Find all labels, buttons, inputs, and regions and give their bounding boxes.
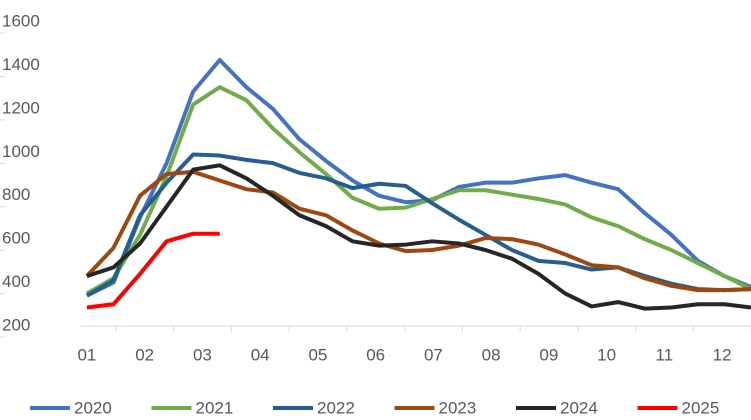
series-line bbox=[86, 163, 751, 311]
legend-label: 2023 bbox=[439, 398, 477, 417]
series-line bbox=[86, 231, 220, 310]
y-tick-label: 1400 bbox=[2, 55, 40, 74]
y-tick-label: 200 bbox=[2, 315, 30, 334]
y-tick-label: 400 bbox=[2, 272, 30, 291]
x-tick-label: 07 bbox=[424, 345, 443, 364]
y-tick-label: 800 bbox=[2, 185, 30, 204]
y-tick-label: 600 bbox=[2, 229, 30, 248]
x-tick-label: 08 bbox=[482, 345, 501, 364]
x-tick-label: 05 bbox=[308, 345, 327, 364]
x-tick-label: 04 bbox=[251, 345, 270, 364]
x-tick-label: 02 bbox=[135, 345, 154, 364]
x-tick-label: 01 bbox=[77, 345, 96, 364]
x-tick-label: 10 bbox=[597, 345, 616, 364]
x-tick-label: 11 bbox=[656, 345, 674, 364]
series-line bbox=[85, 169, 751, 293]
legend-label: 2024 bbox=[560, 398, 598, 417]
y-tick-label: 1200 bbox=[2, 98, 40, 117]
x-tick-label: 06 bbox=[366, 345, 385, 364]
legend-label: 2021 bbox=[196, 398, 234, 417]
series-line bbox=[85, 85, 751, 296]
x-tick-label: 12 bbox=[713, 345, 732, 364]
legend-label: 2025 bbox=[682, 398, 720, 417]
legend-label: 2020 bbox=[74, 398, 112, 417]
x-tick-label: 09 bbox=[539, 345, 558, 364]
y-tick-label: 1600 bbox=[2, 11, 40, 30]
series-line bbox=[86, 58, 751, 298]
x-tick-label: 03 bbox=[193, 345, 212, 364]
legend-label: 2022 bbox=[317, 398, 355, 417]
y-tick-label: 1000 bbox=[2, 142, 40, 161]
